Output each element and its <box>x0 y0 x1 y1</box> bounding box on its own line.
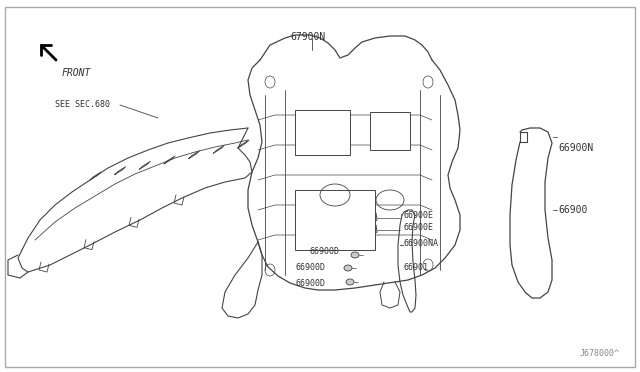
Bar <box>295 190 375 250</box>
Ellipse shape <box>351 252 359 258</box>
Ellipse shape <box>346 279 354 285</box>
Text: 66900: 66900 <box>558 205 588 215</box>
Text: 66901: 66901 <box>403 263 428 273</box>
Text: 66900NA: 66900NA <box>403 238 438 247</box>
Text: 67900N: 67900N <box>290 32 325 42</box>
Text: SEE SEC.680: SEE SEC.680 <box>55 100 110 109</box>
Text: 66900D: 66900D <box>296 279 326 288</box>
Text: 66900E: 66900E <box>403 211 433 219</box>
Text: J678000^: J678000^ <box>580 349 620 358</box>
Bar <box>295 110 350 155</box>
Ellipse shape <box>344 265 352 271</box>
Text: 66900D: 66900D <box>310 247 340 257</box>
Text: 66900D: 66900D <box>296 263 326 273</box>
Bar <box>370 112 410 150</box>
Text: 66900N: 66900N <box>558 143 593 153</box>
Text: 66900E: 66900E <box>403 224 433 232</box>
Text: FRONT: FRONT <box>62 68 92 78</box>
